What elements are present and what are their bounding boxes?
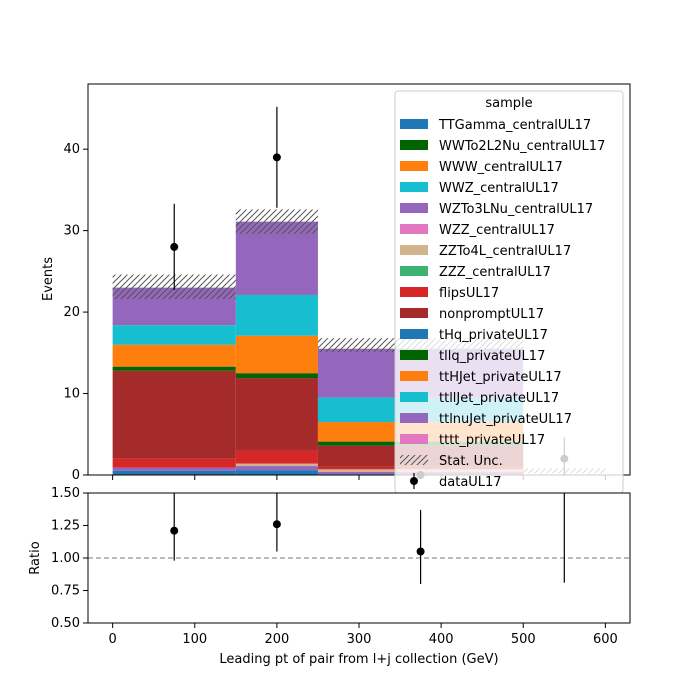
bar-tllq_privateUL17-bin-0 — [112, 366, 236, 371]
legend-swatch — [400, 161, 428, 171]
ratio-panel: 0.50 0.75 1.00 1.25 1.50 0 100 200 300 400 500 600… — [28, 486, 631, 667]
bar-nonpromptUL17-bin-0 — [112, 370, 236, 459]
x-axis-ticks: 0 100 200 300 400 500 600 — [108, 623, 618, 647]
legend-label: dataUL17 — [439, 475, 502, 490]
bar-WZTo3LNu_centralUL17-bin-0 — [112, 467, 236, 471]
ratio-y-axis-ticks: 0.50 0.75 1.00 1.25 1.50 — [51, 486, 88, 631]
ratio-y-tick-label: 1.00 — [51, 551, 80, 566]
legend-label: WWW_centralUL17 — [439, 160, 563, 175]
legend-swatch — [400, 203, 428, 213]
legend-swatch — [400, 266, 428, 276]
legend-label: ttlnuJet_privateUL17 — [439, 412, 572, 427]
bar-ZZTo4L_centralUL17-bin-1 — [235, 463, 318, 467]
ratio-y-tick-label: 0.50 — [51, 616, 80, 631]
legend-swatch — [400, 392, 428, 402]
bar-WZTo3LNu_centralUL17-bin-1 — [235, 466, 318, 471]
legend-label: flipsUL17 — [439, 286, 499, 301]
ratio-point — [272, 520, 281, 529]
ratio-y-tick-label: 1.25 — [51, 519, 80, 534]
x-axis-label: Leading pt of pair from l+j collection (… — [219, 652, 498, 667]
y-tick-label: 20 — [63, 305, 80, 320]
legend-label: WWTo2L2Nu_centralUL17 — [439, 139, 605, 154]
legend-swatch — [400, 329, 428, 339]
x-tick-label: 200 — [264, 632, 289, 647]
x-tick-label: 300 — [347, 632, 372, 647]
legend-label: TTGamma_centralUL17 — [438, 118, 591, 133]
legend-label: tHq_privateUL17 — [439, 328, 548, 343]
legend-marker — [410, 477, 418, 485]
legend-label: Stat. Unc. — [439, 454, 503, 469]
legend-label: ttHJet_privateUL17 — [439, 370, 562, 385]
legend-swatch — [400, 140, 428, 150]
legend-label: nonpromptUL17 — [439, 307, 544, 322]
legend-title: sample — [485, 96, 532, 111]
bar-ttHJet_privateUL17-bin-0 — [112, 344, 236, 367]
legend-label: tttt_privateUL17 — [439, 433, 545, 448]
ratio-y-tick-label: 1.50 — [51, 486, 80, 501]
legend-swatch — [400, 287, 428, 297]
y-tick-label: 10 — [63, 387, 80, 402]
legend-label: WWZ_centralUL17 — [439, 181, 559, 196]
bar-nonpromptUL17-bin-1 — [235, 378, 318, 451]
x-tick-label: 400 — [429, 632, 454, 647]
legend-swatch — [400, 350, 428, 360]
ratio-point — [170, 526, 179, 535]
legend-label: WZZ_centralUL17 — [439, 223, 555, 238]
legend-label: ZZTo4L_centralUL17 — [439, 244, 571, 259]
legend-label: WZTo3LNu_centralUL17 — [439, 202, 593, 217]
legend: sample TTGamma_centralUL17 WWTo2L2Nu_cent… — [394, 90, 624, 494]
legend-swatch — [400, 308, 428, 318]
data-point — [272, 153, 281, 162]
legend-swatch — [400, 245, 428, 255]
bar-TTGamma_centralUL17-bin-1 — [235, 470, 318, 475]
bar-tllq_privateUL17-bin-1 — [235, 373, 318, 379]
data-point — [170, 242, 179, 251]
main-panel: 0 10 20 30 40 Events sample TTGamma_centralU… — [41, 83, 631, 494]
bar-flipsUL17-bin-0 — [112, 458, 236, 468]
bar-ttllJet_privateUL17-bin-0 — [112, 325, 236, 345]
y-tick-label: 40 — [63, 142, 80, 157]
bar-TTGamma_centralUL17-bin-0 — [112, 470, 236, 475]
bar-flipsUL17-bin-1 — [235, 450, 318, 464]
x-tick-label: 500 — [511, 632, 536, 647]
main-y-axis-label: Events — [41, 257, 56, 301]
ratio-y-tick-label: 0.75 — [51, 584, 80, 599]
legend-swatch — [400, 434, 428, 444]
legend-swatch — [400, 119, 428, 129]
y-axis-ticks: 0 10 20 30 40 — [63, 142, 88, 483]
y-tick-label: 0 — [72, 468, 80, 483]
x-tick-label: 0 — [108, 632, 116, 647]
bar-ttHJet_privateUL17-bin-1 — [235, 335, 318, 374]
legend-swatch — [400, 413, 428, 423]
legend-swatch — [400, 455, 428, 465]
ratio-y-axis-label: Ratio — [28, 541, 43, 574]
legend-swatch — [400, 224, 428, 234]
legend-entries: TTGamma_centralUL17 WWTo2L2Nu_centralUL17… — [400, 118, 605, 490]
legend-label: ttllJet_privateUL17 — [439, 391, 559, 406]
ratio-point — [416, 547, 425, 556]
y-tick-label: 30 — [63, 224, 80, 239]
legend-label: ZZZ_centralUL17 — [439, 265, 551, 280]
legend-swatch — [400, 371, 428, 381]
x-tick-label: 100 — [182, 632, 207, 647]
stat-unc-bin-1 — [235, 209, 318, 234]
legend-swatch — [400, 182, 428, 192]
bar-ttllJet_privateUL17-bin-1 — [235, 294, 318, 336]
legend-label: tllq_privateUL17 — [439, 349, 545, 364]
x-tick-label: 600 — [593, 632, 618, 647]
ratio-points — [170, 493, 565, 584]
